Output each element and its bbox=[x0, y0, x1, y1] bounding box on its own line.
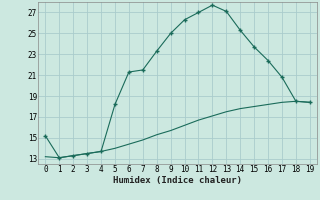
X-axis label: Humidex (Indice chaleur): Humidex (Indice chaleur) bbox=[113, 176, 242, 185]
